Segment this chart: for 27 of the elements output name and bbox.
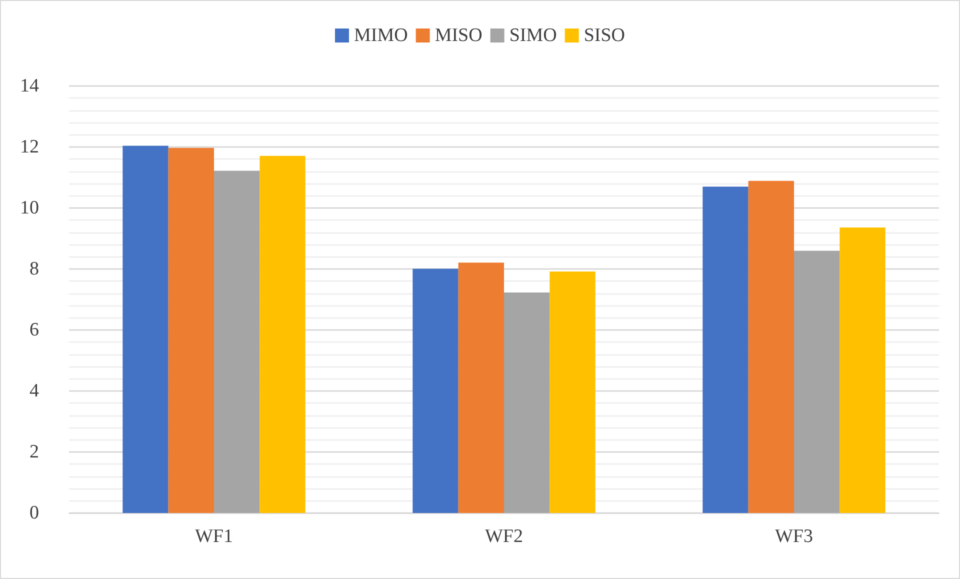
y-tick-label: 2 <box>30 442 39 462</box>
legend-label: MIMO <box>354 25 408 46</box>
bar <box>748 180 794 513</box>
bar <box>702 186 748 513</box>
x-tick-label: WF2 <box>485 526 523 547</box>
y-tick-label: 0 <box>30 502 39 524</box>
bar <box>412 268 458 513</box>
y-tick-label: 6 <box>30 320 39 340</box>
bar <box>840 228 886 513</box>
bar <box>214 170 260 513</box>
bar <box>458 262 504 513</box>
legend-label: SIMO <box>509 25 557 46</box>
x-tick-label: WF1 <box>195 526 233 547</box>
y-tick-label: 8 <box>30 258 39 280</box>
bar <box>122 146 168 513</box>
y-tick-label: 12 <box>20 136 39 158</box>
y-tick-label: 10 <box>20 198 39 218</box>
bar <box>260 156 306 513</box>
legend-label: MISO <box>434 25 482 46</box>
bar <box>794 250 840 513</box>
bar <box>504 292 550 513</box>
legend-label: SISO <box>584 25 626 46</box>
y-tick-label: 4 <box>30 380 40 402</box>
bar <box>168 148 214 513</box>
y-tick-label: 14 <box>20 76 40 96</box>
bar <box>550 271 596 513</box>
x-tick-label: WF3 <box>775 526 813 547</box>
